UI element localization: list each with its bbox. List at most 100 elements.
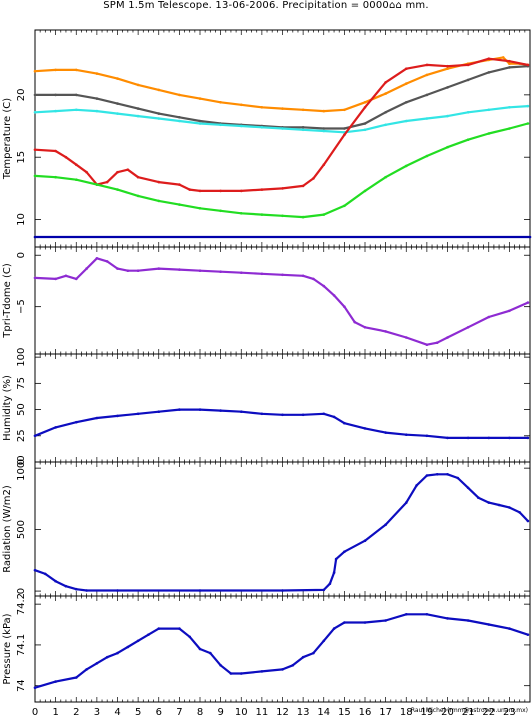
data-point [178, 93, 181, 97]
data-point [260, 670, 264, 673]
data-point [501, 56, 505, 59]
series-line [33, 57, 529, 192]
data-point [384, 111, 387, 114]
data-point [353, 320, 357, 324]
data-point [466, 436, 470, 440]
y-axis-label: Tpri-Tdome (C) [2, 263, 13, 339]
data-point [446, 86, 449, 89]
data-point [178, 119, 181, 123]
data-point [219, 270, 222, 274]
data-point [384, 123, 387, 127]
data-point [136, 114, 140, 118]
data-point [240, 124, 243, 128]
data-point [178, 183, 181, 186]
data-point [64, 274, 68, 278]
data-point [363, 427, 367, 430]
data-point [487, 132, 491, 135]
data-point [343, 305, 346, 309]
x-tick-label: 0 [32, 707, 38, 718]
data-point [528, 235, 532, 239]
data-point [425, 613, 429, 616]
data-point [178, 203, 181, 206]
y-tick-label: 0 [16, 252, 27, 258]
x-tick-label: 21 [462, 707, 475, 718]
data-point [64, 155, 68, 159]
data-point [136, 194, 140, 198]
x-tick-label: 19 [421, 707, 434, 718]
y-tick-label: 0 [16, 588, 27, 594]
data-point [105, 180, 109, 184]
data-point [508, 127, 511, 130]
x-tick-label: 1 [52, 707, 58, 718]
x-tick-label: 4 [114, 707, 120, 718]
data-point [240, 103, 243, 107]
data-point [33, 276, 37, 280]
y-tick-label: 10 [16, 213, 27, 226]
data-point [384, 431, 387, 434]
data-point [301, 215, 305, 219]
data-point [116, 651, 119, 655]
x-tick-label: 8 [197, 707, 203, 718]
data-point [518, 511, 521, 514]
data-point [466, 138, 470, 141]
data-point [105, 260, 109, 263]
data-point [508, 59, 511, 63]
data-point [343, 133, 346, 137]
data-point [384, 81, 387, 84]
data-point [116, 102, 119, 105]
data-point [312, 177, 315, 180]
y-tick-label: 74.1 [16, 634, 27, 656]
data-point [363, 106, 367, 109]
data-point [425, 154, 429, 158]
y-tick-label: 20 [16, 88, 27, 101]
data-point [497, 503, 501, 507]
data-point [33, 174, 37, 178]
data-point [466, 111, 470, 114]
y-tick-label: 74.2 [16, 593, 27, 615]
data-point [435, 473, 439, 476]
data-point [281, 668, 284, 671]
data-point [508, 436, 511, 440]
data-point [363, 539, 367, 542]
data-point [291, 664, 295, 667]
data-point [240, 410, 243, 414]
data-point [240, 212, 243, 215]
data-point [95, 662, 99, 665]
data-point [95, 109, 99, 113]
data-point [526, 122, 530, 125]
data-point [54, 93, 57, 97]
data-point [54, 149, 57, 153]
data-point [198, 207, 202, 210]
data-point [260, 126, 264, 129]
data-point [384, 523, 387, 526]
series-line [33, 122, 529, 219]
data-point [281, 413, 284, 417]
data-point [466, 63, 470, 67]
data-point [332, 627, 336, 630]
data-point [33, 235, 37, 239]
data-point [33, 69, 37, 73]
data-point [301, 108, 305, 112]
data-point [157, 117, 161, 120]
data-point [415, 484, 418, 487]
data-point [435, 341, 439, 345]
data-point [33, 434, 37, 438]
y-tick-label: 1000 [16, 455, 27, 480]
data-point [33, 148, 37, 151]
data-point [75, 420, 78, 424]
data-point [301, 274, 305, 278]
data-point [178, 408, 181, 411]
data-point [219, 101, 222, 104]
data-point [425, 434, 429, 438]
data-point [33, 111, 37, 114]
data-point [301, 413, 305, 417]
data-point [487, 623, 491, 626]
y-tick-label: 75 [16, 377, 27, 390]
data-point [157, 112, 161, 115]
data-point [147, 633, 150, 636]
data-point [526, 519, 530, 523]
data-point [384, 619, 387, 622]
data-point [116, 267, 119, 270]
data-point [322, 109, 326, 113]
data-point [334, 557, 338, 561]
